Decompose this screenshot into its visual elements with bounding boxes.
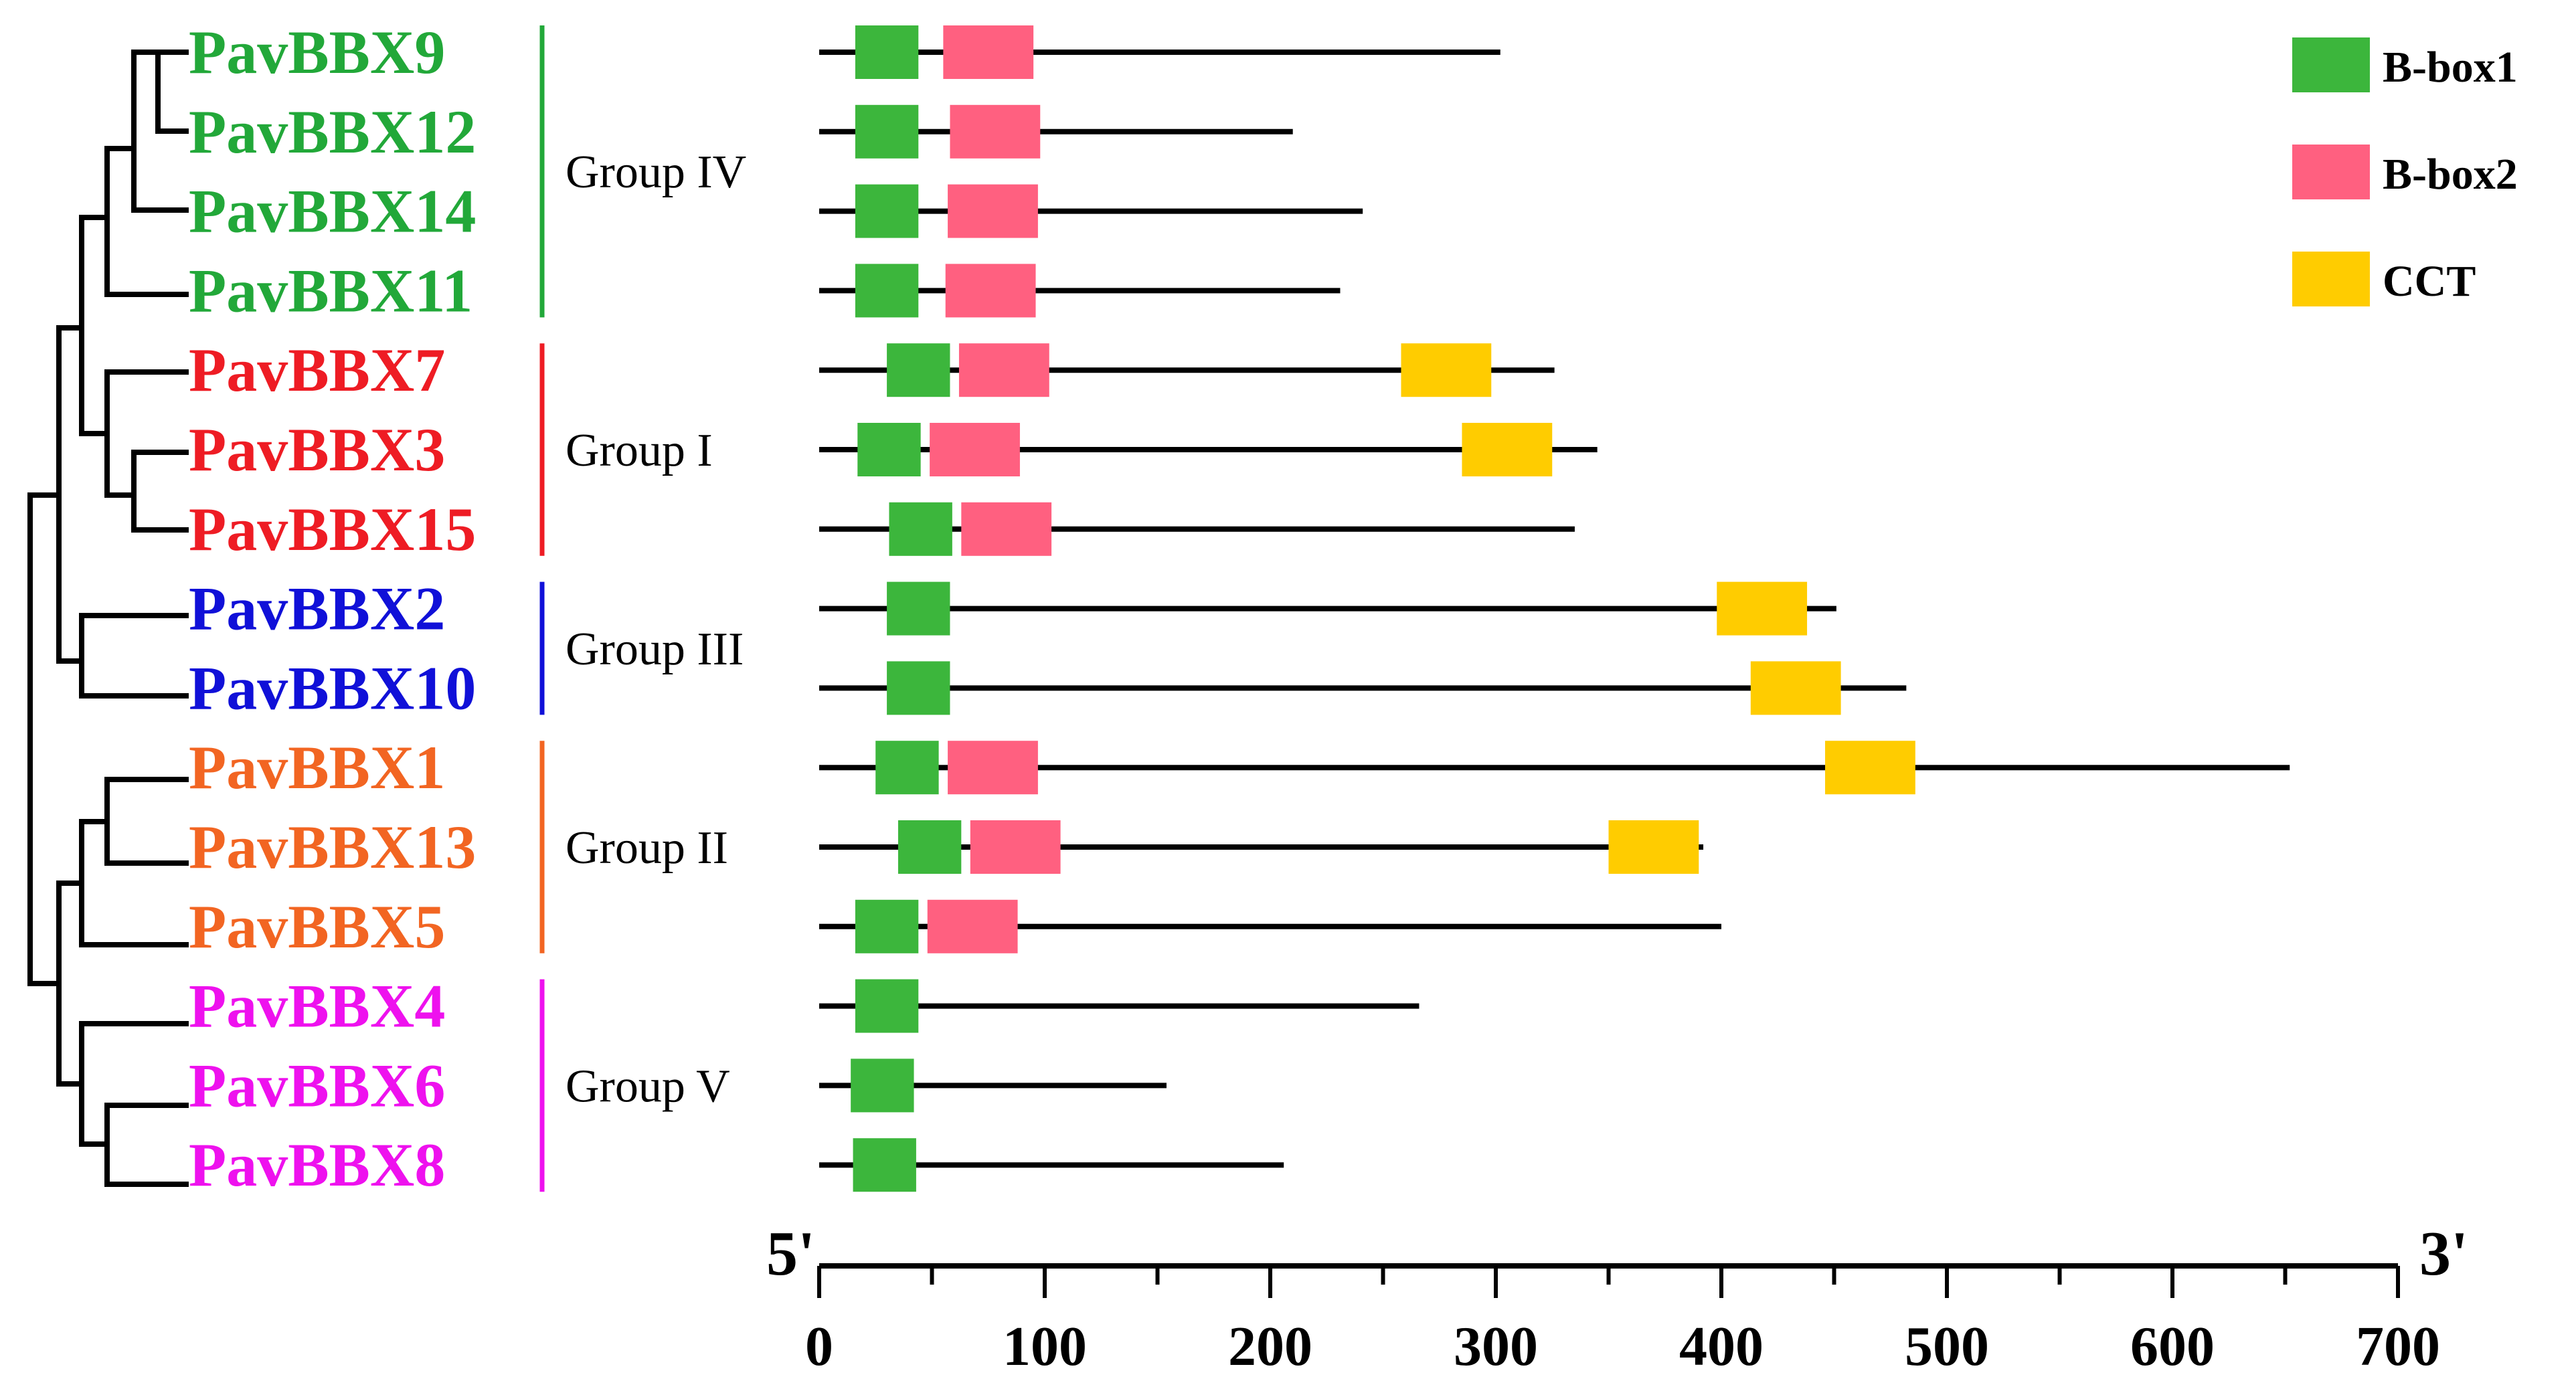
axis-tick-label: 400 [1679, 1315, 1764, 1378]
group-label-4: Group V [566, 1060, 730, 1112]
gene-label-pavbbx8: PavBBX8 [189, 1131, 445, 1199]
domain-b-box1-pavbbx8 [853, 1138, 916, 1192]
axis-tick-label: 300 [1454, 1315, 1538, 1378]
gene-label-pavbbx15: PavBBX15 [189, 495, 476, 563]
gene-label-pavbbx13: PavBBX13 [189, 813, 476, 881]
domain-cct-pavbbx7 [1401, 343, 1492, 397]
domain-cct-pavbbx13 [1608, 820, 1699, 874]
axis-end-label: 3' [2419, 1219, 2468, 1289]
domain-b-box1-pavbbx7 [887, 343, 950, 397]
legend-swatch-b-box2 [2292, 145, 2370, 199]
domain-cct-pavbbx1 [1825, 741, 1915, 795]
group-label-0: Group IV [566, 147, 746, 198]
legend-swatch-cct [2292, 252, 2370, 306]
gene-label-pavbbx5: PavBBX5 [189, 893, 445, 961]
domain-b-box2-pavbbx9 [943, 25, 1034, 79]
protein-tracks [819, 25, 2290, 1192]
gene-label-pavbbx14: PavBBX14 [189, 177, 476, 246]
domain-b-box2-pavbbx5 [927, 899, 1018, 953]
gene-label-pavbbx10: PavBBX10 [189, 654, 476, 722]
gene-label-pavbbx1: PavBBX1 [189, 733, 445, 802]
axis-tick-label: 100 [1003, 1315, 1087, 1378]
group-label-2: Group III [566, 624, 744, 675]
domain-b-box2-pavbbx12 [950, 104, 1041, 159]
axis-tick-label: 600 [2130, 1315, 2215, 1378]
domain-b-box2-pavbbx15 [961, 502, 1052, 556]
phylogenetic-tree [27, 50, 189, 1187]
domain-b-box1-pavbbx3 [857, 423, 921, 476]
legend-label-b-box2: B-box2 [2383, 150, 2518, 199]
domain-legend: B-box1 B-box2 CCT [2292, 37, 2518, 306]
domain-b-box1-pavbbx13 [897, 820, 962, 874]
domain-b-box1-pavbbx6 [851, 1058, 914, 1113]
axis-tick-label: 0 [805, 1315, 833, 1378]
domain-b-box1-pavbbx9 [855, 25, 919, 79]
domain-b-box1-pavbbx11 [855, 264, 919, 318]
gene-labels: PavBBX9 PavBBX12 PavBBX14 PavBBX11 PavBBX7 Pa… [189, 18, 476, 1199]
gene-label-pavbbx2: PavBBX2 [189, 575, 445, 643]
domain-b-box1-pavbbx2 [887, 581, 950, 636]
gene-label-pavbbx3: PavBBX3 [189, 415, 445, 484]
axis-tick-label: 200 [1228, 1315, 1312, 1378]
domain-b-box1-pavbbx5 [855, 899, 919, 953]
legend-swatch-b-box1 [2292, 37, 2370, 92]
gene-label-pavbbx12: PavBBX12 [189, 98, 476, 166]
group-label-3: Group II [566, 822, 728, 874]
domain-b-box2-pavbbx7 [958, 343, 1049, 397]
gene-label-pavbbx6: PavBBX6 [189, 1051, 445, 1119]
domain-b-box1-pavbbx14 [855, 184, 919, 238]
domain-b-box1-pavbbx15 [889, 502, 952, 556]
domain-cct-pavbbx10 [1750, 661, 1841, 715]
domain-cct-pavbbx2 [1717, 581, 1808, 636]
domain-b-box2-pavbbx14 [948, 184, 1038, 238]
axis-start-label: 5' [766, 1219, 815, 1289]
length-axis: 5' 3' 0 100 200 300 400 500 600 700 [766, 1219, 2468, 1378]
gene-label-pavbbx4: PavBBX4 [189, 972, 445, 1040]
domain-b-box2-pavbbx11 [945, 264, 1036, 318]
domain-b-box1-pavbbx10 [887, 661, 950, 715]
axis-tick-label: 700 [2356, 1315, 2440, 1378]
group-brackets: Group IV Group I Group III Group II Group V [539, 25, 746, 1192]
group-label-1: Group I [566, 425, 713, 476]
domain-b-box1-pavbbx12 [855, 104, 919, 159]
gene-label-pavbbx11: PavBBX11 [189, 256, 473, 324]
domain-b-box2-pavbbx1 [948, 741, 1038, 795]
gene-label-pavbbx7: PavBBX7 [189, 336, 445, 404]
domain-cct-pavbbx3 [1462, 423, 1553, 476]
domain-b-box2-pavbbx3 [930, 423, 1020, 476]
legend-label-cct: CCT [2383, 257, 2476, 306]
domain-b-box2-pavbbx13 [970, 820, 1061, 874]
domain-b-box1-pavbbx4 [855, 979, 919, 1033]
axis-tick-label: 500 [1905, 1315, 1989, 1378]
domain-b-box1-pavbbx1 [875, 741, 939, 795]
legend-label-b-box1: B-box1 [2383, 43, 2518, 92]
gene-label-pavbbx9: PavBBX9 [189, 18, 445, 86]
